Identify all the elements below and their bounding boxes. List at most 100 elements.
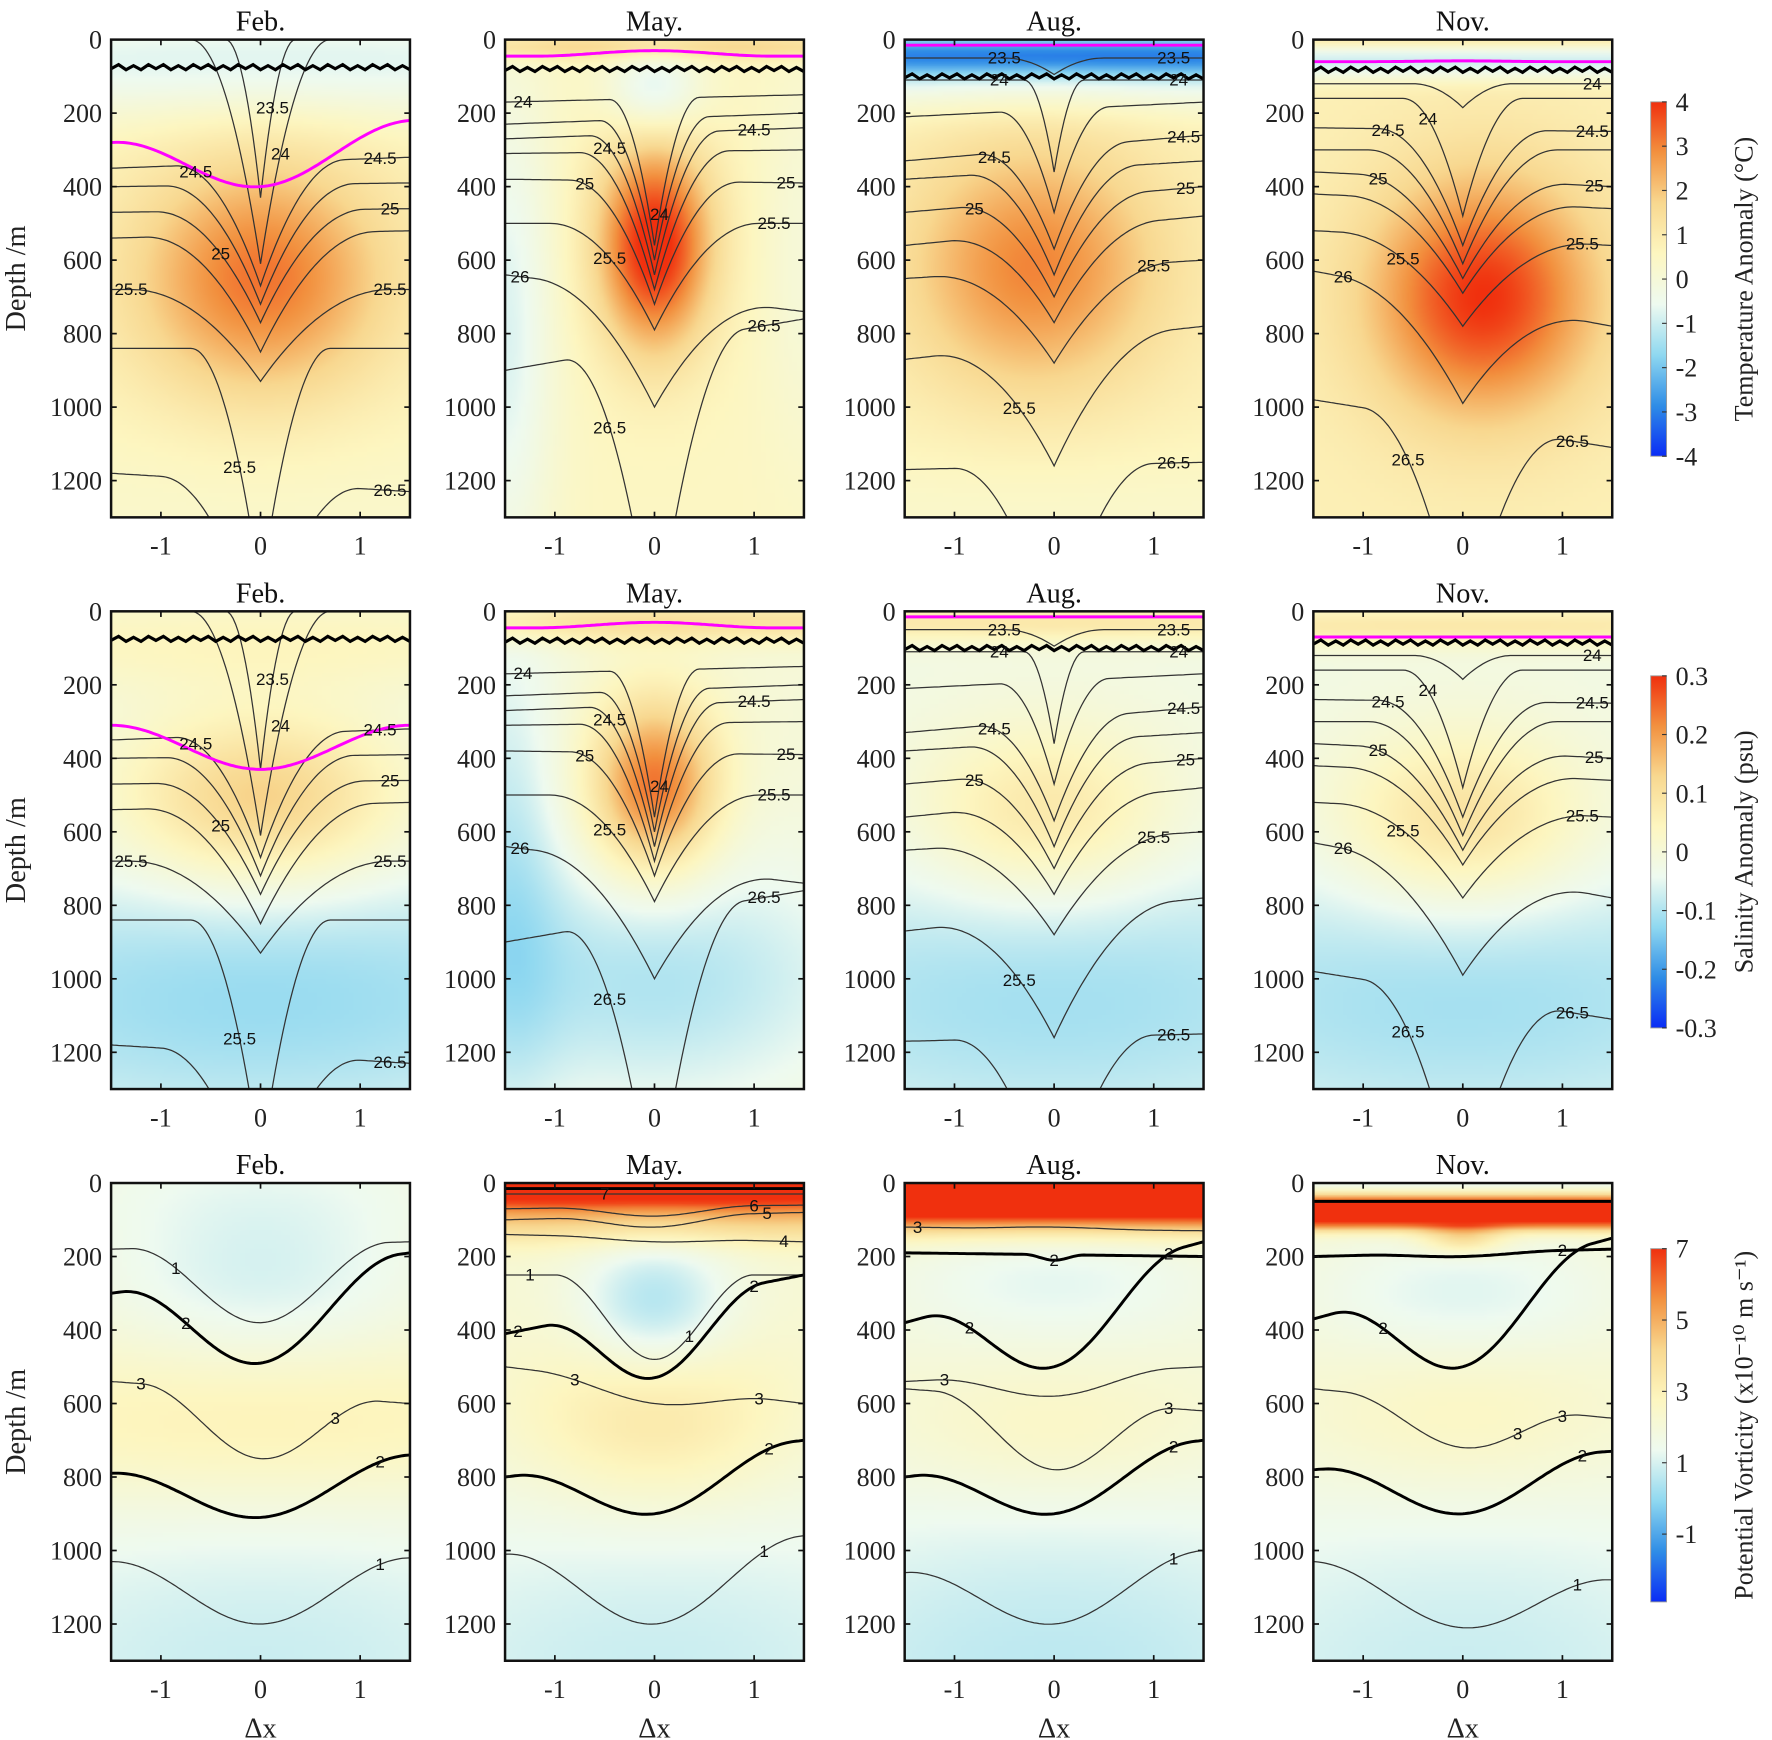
y-tick-label: 1200 <box>50 1610 102 1639</box>
contour-label: 25.5 <box>223 1030 256 1049</box>
heatmap-field <box>111 1183 410 1661</box>
contour-lines: 23.5 24 24.5 24.5 25 25 25.5 25.5 25.5 26.5 <box>111 611 410 1090</box>
colorbar-tick-label: 0.2 <box>1676 721 1709 750</box>
contour-label: 25 <box>1369 169 1388 188</box>
colorbar-tick-label: -3 <box>1676 398 1698 427</box>
contour-label: 1 <box>1169 1549 1178 1568</box>
y-tick-label: 0 <box>1291 26 1304 55</box>
contour-label: 23.5 <box>1157 49 1190 68</box>
contour-label: 24 <box>1583 74 1602 93</box>
x-tick-label: -1 <box>944 532 966 561</box>
panel-title: May. <box>626 1150 683 1181</box>
contour-label: 4 <box>779 1232 788 1251</box>
contour-lines: 2 2 3 3 2 1 <box>1313 1199 1613 1629</box>
x-tick-label: 0 <box>254 532 267 561</box>
panel-temperature-anomaly-nov: 24 24 24.5 24.5 25 25 25.5 25.5 26 26.5 26.5 0 200 40… <box>1252 7 1614 561</box>
contour-label: 24 <box>990 71 1009 90</box>
x-tick-label: -1 <box>1352 1675 1374 1704</box>
x-tick-label: 0 <box>1048 1103 1061 1132</box>
contour-label: 26.5 <box>374 1053 407 1072</box>
y-tick-label: 400 <box>63 744 102 773</box>
y-tick-label: 600 <box>857 246 896 275</box>
y-axis-title: Depth /m <box>1 225 32 331</box>
y-tick-label: 1000 <box>1252 1537 1304 1566</box>
contour-label: 7 <box>600 1185 609 1204</box>
heatmap-field <box>904 611 1204 1090</box>
colorbar-tick-label: 0.3 <box>1676 662 1709 691</box>
colorbar-tick-label: -1 <box>1676 1520 1698 1549</box>
contour-label: 2 <box>375 1453 384 1472</box>
contour-label: 26.5 <box>748 888 781 907</box>
contour-label: 2 <box>1558 1241 1567 1260</box>
contour-label: 24 <box>1583 646 1602 665</box>
contour-label: 26.5 <box>374 481 407 500</box>
contour-label: 23.5 <box>988 620 1021 639</box>
contour-lines: 24 24 24.5 24.5 25 25 25.5 25.5 26 26.5 26.5 <box>505 620 804 1090</box>
contour-line <box>904 101 1204 215</box>
contour-label: 24 <box>271 716 290 735</box>
contour-label: 25.5 <box>374 280 407 299</box>
contour-label: 3 <box>1558 1407 1567 1426</box>
y-tick-label: 1000 <box>844 393 896 422</box>
contour-line <box>904 185 1204 299</box>
y-axis-title: Depth /m <box>1 1369 32 1475</box>
x-tick-label: 0 <box>1456 1675 1469 1704</box>
contour-line <box>1313 149 1613 266</box>
contour-line <box>505 1438 804 1516</box>
contour-line <box>1313 970 1613 1090</box>
contour-label: 25.5 <box>1003 399 1036 418</box>
contour-label: 25 <box>211 245 230 264</box>
y-tick-label: 200 <box>63 99 102 128</box>
x-tick-label: 0 <box>648 1103 661 1132</box>
y-tick-label: 1200 <box>844 467 896 496</box>
colorbar-label: Potential Vorticity (x10⁻¹⁰ m s⁻¹) <box>1730 1251 1759 1600</box>
y-tick-label: 600 <box>63 1390 102 1419</box>
y-tick-label: 200 <box>857 1243 896 1272</box>
contour-line <box>505 1233 804 1243</box>
colorbar-temperature-anomaly: 4 3 2 1 0 -1 -2 -3 -4 Temperature Anomaly (°C) <box>1650 88 1759 471</box>
y-tick-label: 200 <box>1265 1243 1304 1272</box>
heatmap-field <box>904 39 1204 518</box>
contour-line <box>904 215 1204 324</box>
heatmap-field <box>904 1183 1204 1661</box>
contour-label: 25.5 <box>1566 235 1599 254</box>
contour-label: 24.5 <box>1576 122 1609 141</box>
contour-label: 1 <box>375 1555 384 1574</box>
panel-title: Feb. <box>236 7 286 38</box>
contour-line <box>904 1226 1204 1232</box>
black-depth-line <box>904 71 1204 81</box>
contour-label: 25 <box>1369 741 1388 760</box>
y-tick-label: 400 <box>857 1316 896 1345</box>
contour-line <box>505 127 804 276</box>
contour-label: 24 <box>1169 71 1188 90</box>
contour-line <box>505 1366 804 1406</box>
contour-label: 26.5 <box>1556 1004 1589 1023</box>
contour-line <box>505 720 804 864</box>
contour-line <box>505 794 804 903</box>
contour-label: 24 <box>271 145 290 164</box>
black-depth-line <box>111 62 410 72</box>
contour-line <box>111 754 410 878</box>
contour-line <box>904 706 1204 823</box>
x-tick-label: 1 <box>1147 532 1160 561</box>
y-tick-label: 200 <box>457 1243 496 1272</box>
y-tick-label: 0 <box>483 597 496 626</box>
contour-label: 2 <box>1164 1245 1173 1264</box>
y-tick-label: 0 <box>1291 597 1304 626</box>
y-tick-label: 800 <box>457 1463 496 1492</box>
contour-label: 24.5 <box>1167 128 1200 147</box>
contour-label: 24.5 <box>593 139 626 158</box>
contour-line <box>111 1241 410 1324</box>
y-tick-label: 400 <box>1265 173 1304 202</box>
contour-line <box>111 39 410 198</box>
contour-label: 26 <box>1334 267 1353 286</box>
magenta-depth-line <box>111 723 410 771</box>
contour-label: 25 <box>575 175 594 194</box>
contour-label: 24 <box>1418 681 1437 700</box>
contour-line <box>505 845 804 981</box>
x-tick-label: 1 <box>354 532 367 561</box>
x-tick-label: 0 <box>1456 1103 1469 1132</box>
contour-line <box>1313 270 1613 405</box>
contour-line <box>111 1453 410 1520</box>
contour-line <box>1313 1247 1613 1259</box>
